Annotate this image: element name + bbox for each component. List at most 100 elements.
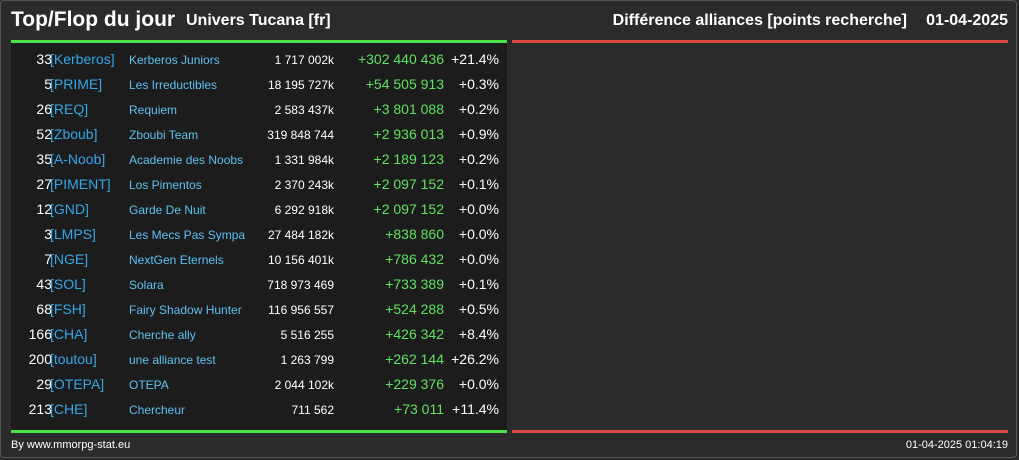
alliance-tag-link[interactable]: [SOL]: [50, 276, 86, 292]
alliance-name-link[interactable]: Zboubi Team: [129, 128, 199, 142]
alliance-name-link[interactable]: Les Mecs Pas Sympa: [129, 228, 246, 242]
table-row: 68 [FSH] Fairy Shadow Hunter 116 956 557 +52…: [11, 297, 507, 322]
alliance-tag-link[interactable]: [PRIME]: [50, 76, 103, 92]
alliance-tag-link[interactable]: [FSH]: [50, 301, 86, 317]
points-difference: +2 189 123: [373, 151, 444, 167]
alliance-tag-link[interactable]: [toutou]: [50, 351, 97, 367]
alliance-name-link[interactable]: Fairy Shadow Hunter: [129, 303, 242, 317]
alliance-points: 2 370 243k: [274, 178, 334, 192]
alliance-rank: 43: [36, 276, 52, 292]
percent-change: +0.0%: [458, 201, 499, 217]
alliance-tag-link[interactable]: [Kerberos]: [50, 51, 115, 67]
points-difference: +2 097 152: [373, 176, 444, 192]
table-row: 166 [CHA] Cherche ally 5 516 255 +426 342 +8.…: [11, 322, 507, 347]
points-difference: +54 505 913: [365, 76, 444, 92]
points-difference: +524 288: [385, 301, 444, 317]
alliance-rank: 27: [36, 176, 52, 192]
points-difference: +426 342: [385, 326, 444, 342]
alliance-name-link[interactable]: une alliance test: [129, 353, 216, 367]
alliance-name-link[interactable]: Academie des Noobs: [129, 153, 244, 167]
percent-change: +8.4%: [458, 326, 499, 342]
alliance-name-link[interactable]: Solara: [129, 278, 164, 292]
alliance-name-link[interactable]: NextGen Eternels: [129, 253, 224, 267]
alliance-rank: 68: [36, 301, 52, 317]
table-row: 26 [REQ] Requiem 2 583 437k +3 801 088 +0.2%: [11, 97, 507, 122]
alliance-points: 27 484 182k: [267, 228, 334, 242]
alliance-tag-link[interactable]: [GND]: [50, 201, 89, 217]
alliance-points: 18 195 727k: [267, 78, 334, 92]
percent-change: +0.0%: [458, 251, 499, 267]
points-difference: +73 011: [394, 401, 444, 417]
page-title: Top/Flop du jour: [11, 8, 176, 31]
alliance-rank: 52: [36, 126, 52, 142]
table-row: 200 [toutou] une alliance test 1 263 799 +26…: [11, 347, 507, 372]
points-difference: +786 432: [385, 251, 444, 267]
points-difference: +2 097 152: [373, 201, 444, 217]
source-credit: By www.mmorpg-stat.eu: [11, 439, 131, 451]
table-row: 52 [Zboub] Zboubi Team 319 848 744 +2 936 01…: [11, 122, 507, 147]
points-difference: +838 860: [385, 226, 444, 242]
alliance-name-link[interactable]: Garde De Nuit: [129, 203, 206, 217]
percent-change: +0.2%: [458, 101, 499, 117]
alliance-rank: 12: [36, 201, 52, 217]
alliance-rank: 3: [44, 226, 52, 242]
table-row: 5 [PRIME] Les Irreductibles 18 195 727k +54 …: [11, 72, 507, 97]
table-row: 35 [A-Noob] Academie des Noobs 1 331 984k +2…: [11, 147, 507, 172]
alliance-rank: 7: [44, 251, 52, 267]
flop-panel-top-line: [512, 40, 1008, 43]
percent-change: +0.1%: [458, 176, 499, 192]
table-row: 33 [Kerberos] Kerberos Juniors 1 717 002k +3…: [11, 47, 507, 72]
alliance-tag-link[interactable]: [CHE]: [50, 401, 88, 417]
alliance-rank: 33: [36, 51, 52, 67]
alliance-points: 6 292 918k: [274, 203, 334, 217]
table-row: 29 [OTEPA] OTEPA 2 044 102k +229 376 +0.0%: [11, 372, 507, 397]
alliance-tag-link[interactable]: [REQ]: [50, 101, 89, 117]
flop-panel: [512, 43, 1008, 430]
alliance-points: 718 973 469: [267, 278, 334, 292]
points-difference: +2 936 013: [373, 126, 444, 142]
alliance-name-link[interactable]: Chercheur: [129, 403, 186, 417]
percent-change: +0.0%: [458, 226, 499, 242]
table-row: 12 [GND] Garde De Nuit 6 292 918k +2 097 152…: [11, 197, 507, 222]
alliance-name-link[interactable]: Requiem: [129, 103, 178, 117]
ranking-date: 01-04-2025: [926, 12, 1008, 29]
table-row: 213 [CHE] Chercheur 711 562 +73 011 +11.4%: [11, 397, 507, 422]
percent-change: +0.5%: [458, 301, 499, 317]
flop-panel-bottom-line: [512, 430, 1008, 433]
percent-change: +11.4%: [452, 401, 499, 417]
alliance-points: 1 331 984k: [274, 153, 334, 167]
alliance-tag-link[interactable]: [PIMENT]: [50, 176, 111, 192]
alliance-tag-link[interactable]: [A-Noob]: [50, 151, 106, 167]
points-difference: +3 801 088: [373, 101, 444, 117]
points-difference: +262 144: [385, 351, 444, 367]
alliance-name-link[interactable]: Cherche ally: [129, 328, 196, 342]
alliance-tag-link[interactable]: [LMPS]: [50, 226, 96, 242]
alliance-tag-link[interactable]: [OTEPA]: [50, 376, 105, 392]
percent-change: +0.2%: [458, 151, 499, 167]
alliance-name-link[interactable]: Kerberos Juniors: [129, 53, 220, 67]
alliance-points: 319 848 744: [267, 128, 334, 142]
alliance-name-link[interactable]: Los Pimentos: [129, 178, 202, 192]
alliance-rank: 5: [44, 76, 52, 92]
percent-change: +0.1%: [458, 276, 499, 292]
alliance-points: 2 583 437k: [274, 103, 334, 117]
top-list: 33 [Kerberos] Kerberos Juniors 1 717 002k +3…: [11, 47, 507, 422]
ranking-subtitle: Différence alliances [points recherche]: [612, 12, 907, 29]
percent-change: +26.2%: [451, 351, 499, 367]
alliance-rank: 29: [36, 376, 52, 392]
alliance-tag-link[interactable]: [NGE]: [50, 251, 89, 267]
table-row: 27 [PIMENT] Los Pimentos 2 370 243k +2 097 1…: [11, 172, 507, 197]
alliance-name-link[interactable]: Les Irreductibles: [129, 78, 218, 92]
alliance-points: 10 156 401k: [267, 253, 334, 267]
points-difference: +733 389: [385, 276, 444, 292]
table-row: 43 [SOL] Solara 718 973 469 +733 389 +0.1%: [11, 272, 507, 297]
percent-change: +0.0%: [458, 376, 499, 392]
alliance-name-link[interactable]: OTEPA: [129, 378, 169, 392]
alliance-tag-link[interactable]: [CHA]: [50, 326, 88, 342]
alliance-tag-link[interactable]: [Zboub]: [50, 126, 98, 142]
points-difference: +229 376: [385, 376, 444, 392]
percent-change: +0.3%: [458, 76, 499, 92]
top-panel: 33 [Kerberos] Kerberos Juniors 1 717 002k +3…: [11, 43, 507, 430]
alliance-points: 711 562: [291, 403, 335, 417]
